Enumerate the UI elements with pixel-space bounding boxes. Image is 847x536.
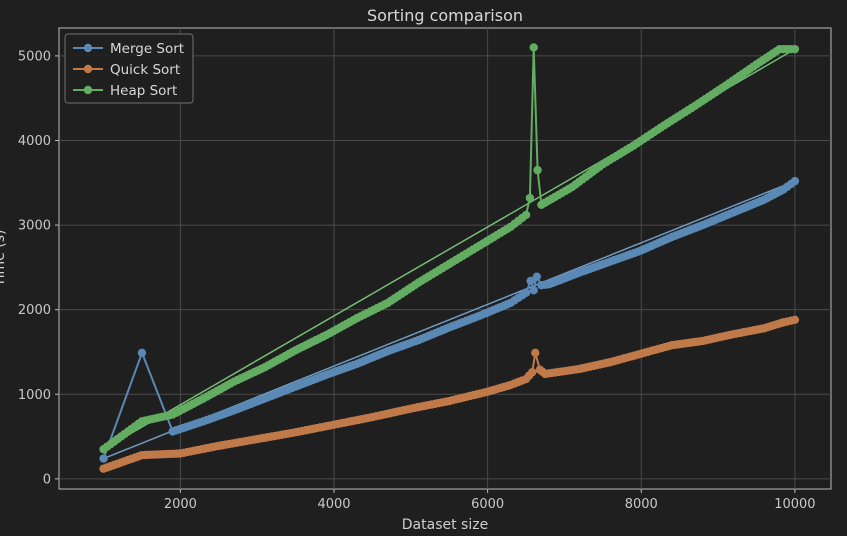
data-point	[527, 368, 537, 377]
y-tick-label: 4000	[18, 134, 51, 149]
legend-item-heap-sort: Heap Sort	[73, 83, 177, 99]
legend-label: Heap Sort	[110, 83, 177, 99]
data-point	[529, 43, 538, 52]
legend-label: Merge Sort	[110, 41, 184, 57]
y-tick-label: 1000	[18, 388, 51, 403]
data-point	[532, 272, 541, 281]
x-tick-label: 10000	[774, 497, 815, 512]
legend-item-quick-sort: Quick Sort	[73, 62, 180, 78]
legend-marker	[83, 43, 93, 53]
x-tick-label: 8000	[625, 497, 658, 512]
x-tick-label: 2000	[164, 497, 197, 512]
data-point	[525, 193, 535, 203]
legend-box	[64, 33, 194, 104]
data-point	[521, 210, 531, 220]
series	[99, 43, 800, 473]
data-point	[99, 454, 108, 463]
chart-title: Sorting comparison	[367, 6, 523, 25]
data-point	[531, 348, 540, 358]
legend-marker	[83, 85, 93, 95]
legend-item-merge-sort: Merge Sort	[73, 41, 184, 57]
y-tick-label: 0	[43, 472, 51, 487]
y-axis-label: Time (s)	[0, 230, 8, 288]
x-tick-label: 6000	[471, 497, 504, 512]
x-axis-label: Dataset size	[402, 517, 488, 533]
legend-label: Quick Sort	[110, 62, 180, 78]
data-point	[137, 348, 147, 358]
data-point	[790, 315, 800, 325]
data-point	[790, 176, 800, 186]
legend: Merge Sort Quick Sort Heap Sort	[64, 33, 194, 104]
x-tick-label: 4000	[317, 497, 350, 512]
data-point	[521, 288, 531, 297]
series-merge-sort	[99, 176, 800, 463]
series-heap-sort	[99, 43, 800, 454]
y-tick-label: 5000	[18, 49, 51, 64]
y-tick-label: 2000	[18, 303, 51, 318]
data-point	[526, 276, 535, 286]
data-point	[533, 165, 542, 175]
ticks: 2000 4000 6000 8000 10000 0 1000 2000 3000 4000 50…	[18, 49, 816, 512]
data-point	[790, 44, 800, 54]
series-quick-sort	[99, 315, 800, 473]
data-point	[529, 286, 538, 295]
legend-marker	[83, 64, 93, 74]
y-tick-label: 3000	[18, 219, 51, 234]
